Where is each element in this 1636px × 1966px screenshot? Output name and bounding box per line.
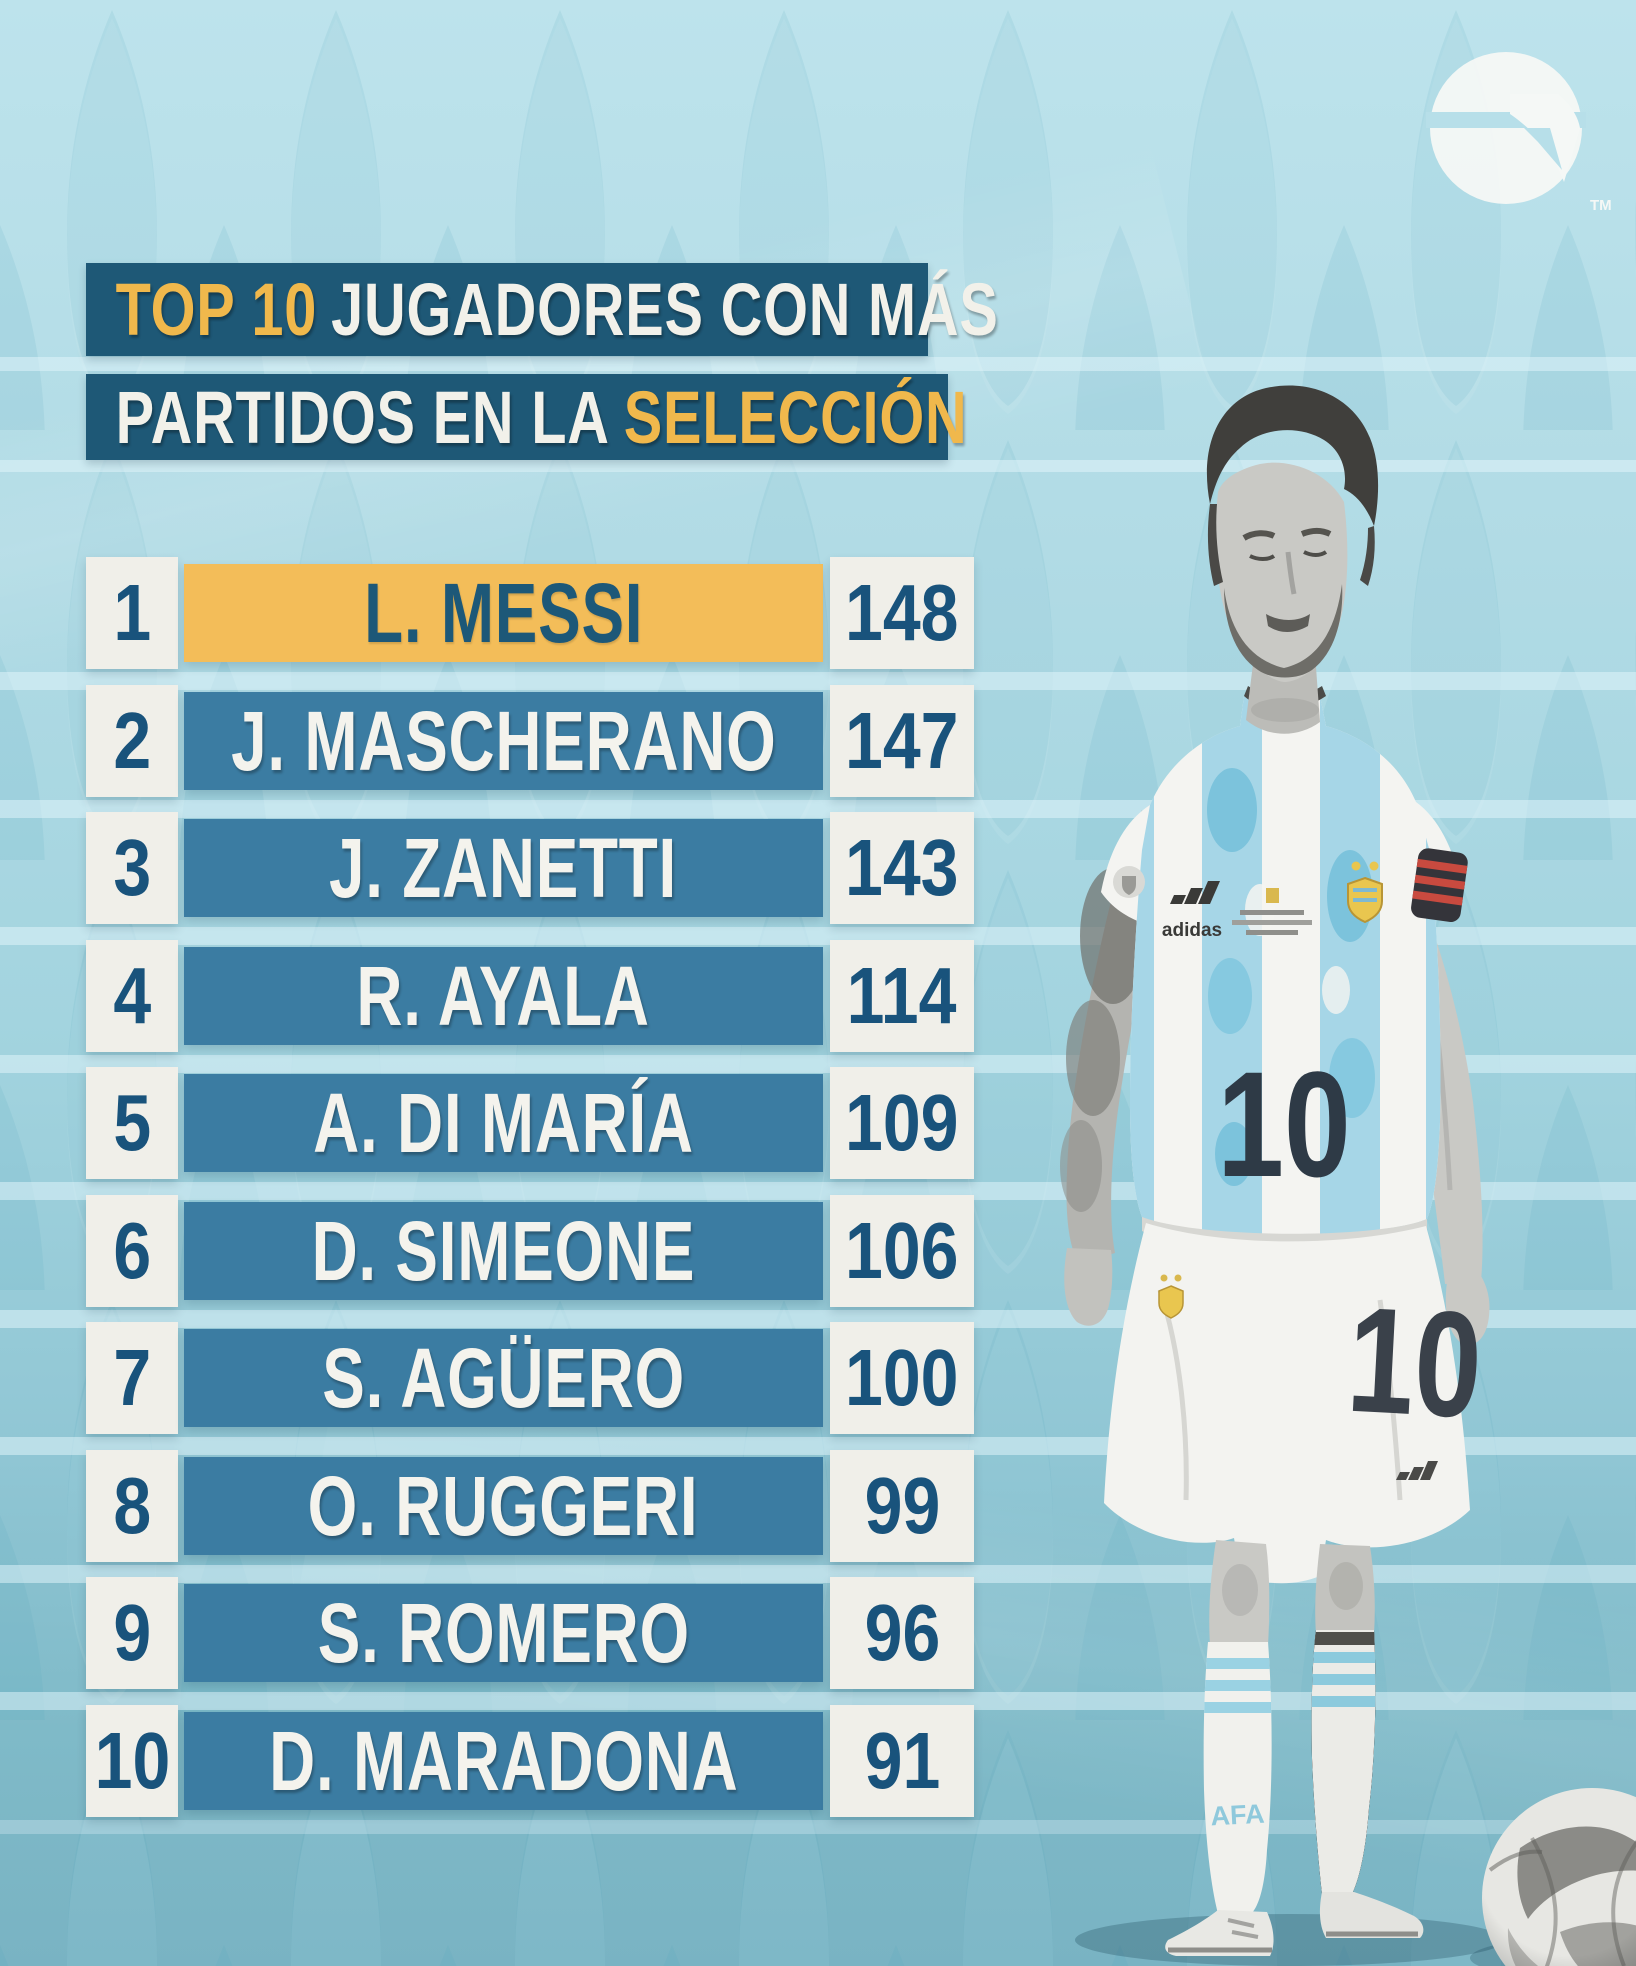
title-banner-line2: PARTIDOS EN LA SELECCIÓN (86, 374, 967, 460)
rank-cell: 5 (86, 1067, 178, 1179)
player-name-bar: R. AYALA (184, 947, 823, 1045)
matches-cell: 100 (830, 1322, 974, 1434)
matches-cell: 109 (830, 1067, 974, 1179)
ranking-row: 9 S. ROMERO 96 (86, 1577, 974, 1689)
beard (1224, 584, 1343, 678)
player-name-bar: J. MASCHERANO (184, 692, 823, 790)
player-name-bar: S. AGÜERO (184, 1329, 823, 1427)
sock-label: AFA (1210, 1799, 1265, 1832)
title-line1-text: JUGADORES CON MÁS (331, 268, 999, 351)
title-line2-text: PARTIDOS EN LA (115, 375, 610, 459)
player-name-bar: D. SIMEONE (184, 1202, 823, 1300)
rank-cell: 1 (86, 557, 178, 669)
title-line2: PARTIDOS EN LA SELECCIÓN (86, 375, 968, 460)
figure-shadow (1075, 1914, 1505, 1966)
player-name-bar: A. DI MARÍA (184, 1074, 823, 1172)
messi-illustration: adidas 10 (1060, 385, 1636, 1966)
ranking-row: 8 O. RUGGERI 99 (86, 1450, 974, 1562)
matches-cell: 148 (830, 557, 974, 669)
title-line2-accent: SELECCIÓN (623, 375, 968, 459)
ranking-row: 6 D. SIMEONE 106 (86, 1195, 974, 1307)
match-detail-patch (1232, 888, 1312, 935)
head (1206, 385, 1379, 734)
matches-cell: 91 (830, 1705, 974, 1817)
ranking-row: 5 A. DI MARÍA 109 (86, 1067, 974, 1179)
shorts-crest (1158, 1274, 1184, 1319)
divider-band (0, 672, 1636, 690)
boots (1165, 1892, 1424, 1956)
title-line1: TOP 10 JUGADORES CON MÁS (86, 267, 999, 352)
ranking-row: 3 J. ZANETTI 143 (86, 812, 974, 924)
socks: AFA (1203, 1630, 1376, 1914)
matches-cell: 143 (830, 812, 974, 924)
rank-cell: 10 (86, 1705, 178, 1817)
jersey: adidas 10 (1101, 686, 1468, 1248)
shorts-sponsor-logo (1396, 1461, 1438, 1480)
ranking-row: 10 D. MARADONA 91 (86, 1705, 974, 1817)
player-name-bar: D. MARADONA (184, 1712, 823, 1810)
shorts: 10 (1104, 1223, 1486, 1584)
jersey-number: 10 (1217, 1040, 1350, 1208)
ranking-row: 4 R. AYALA 114 (86, 940, 974, 1052)
rank-cell: 8 (86, 1450, 178, 1562)
rank-cell: 7 (86, 1322, 178, 1434)
trademark-label: TM (1590, 197, 1612, 214)
ranking-row: 1 L. MESSI 148 (86, 557, 974, 669)
matches-cell: 147 (830, 685, 974, 797)
divider-band (0, 460, 1636, 472)
matches-cell: 106 (830, 1195, 974, 1307)
face (1215, 462, 1348, 682)
left-sleeve (1101, 805, 1176, 928)
legs (1209, 1540, 1375, 1646)
sleeve-badge (1113, 866, 1145, 898)
rank-cell: 3 (86, 812, 178, 924)
sponsor-wordmark: adidas (1162, 920, 1222, 941)
player-name-bar: J. ZANETTI (184, 819, 823, 917)
ranking-row: 2 J. MASCHERANO 147 (86, 685, 974, 797)
captain-armband (1411, 848, 1468, 923)
brows (1242, 528, 1332, 541)
matches-cell: 96 (830, 1577, 974, 1689)
shorts-number: 10 (1344, 1275, 1486, 1450)
player-name-bar: O. RUGGERI (184, 1457, 823, 1555)
divider-band (0, 357, 1636, 371)
player-name-bar: S. ROMERO (184, 1584, 823, 1682)
rank-cell: 4 (86, 940, 178, 1052)
matches-cell: 99 (830, 1450, 974, 1562)
title-banner-line1: TOP 10 JUGADORES CON MÁS (86, 263, 998, 356)
hair (1206, 385, 1379, 526)
ranking-row: 7 S. AGÜERO 100 (86, 1322, 974, 1434)
rank-cell: 9 (86, 1577, 178, 1689)
soccer-ball (1482, 1788, 1636, 1966)
rank-cell: 2 (86, 685, 178, 797)
team-crest (1347, 861, 1383, 924)
mustache (1266, 614, 1310, 632)
player-name-bar: L. MESSI (184, 564, 823, 662)
title-line1-accent: TOP 10 (115, 268, 318, 351)
matches-cell: 114 (830, 940, 974, 1052)
tnt-logo: TM (1426, 52, 1612, 214)
sponsor-logo (1170, 881, 1220, 904)
nose (1285, 551, 1297, 595)
closed-eyes (1249, 550, 1328, 561)
rank-cell: 6 (86, 1195, 178, 1307)
